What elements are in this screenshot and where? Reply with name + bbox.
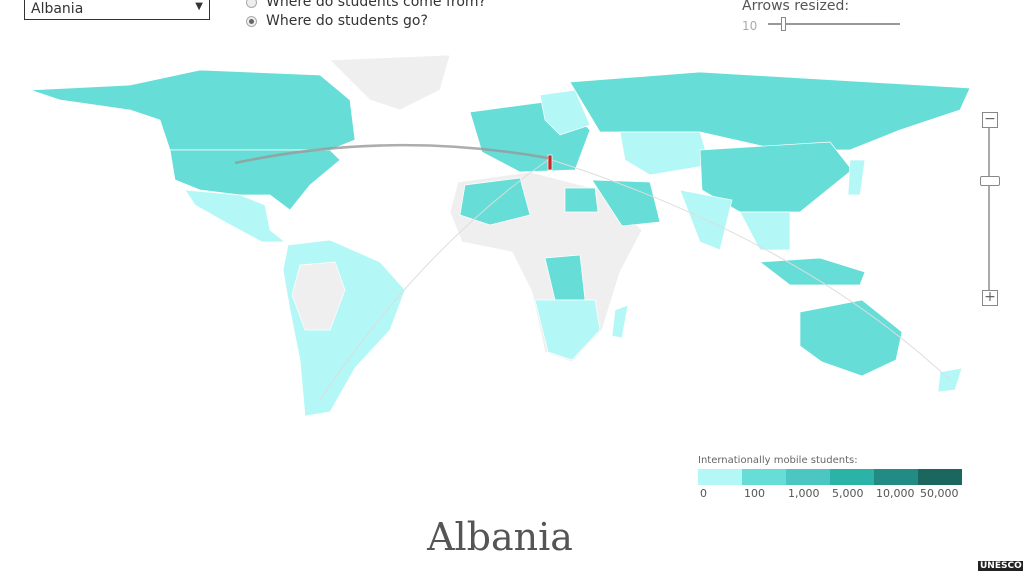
zoom-slider-track[interactable] <box>988 128 990 293</box>
page-title: Albania <box>427 515 573 559</box>
zoom-slider-handle[interactable] <box>980 176 1000 186</box>
flow-arrow-east <box>551 159 951 381</box>
country-select[interactable]: Albania ▼ <box>24 0 210 20</box>
mexico[interactable] <box>184 189 286 243</box>
country-select-value: Albania <box>31 1 84 17</box>
north-africa[interactable] <box>459 177 531 226</box>
zoom-in-button[interactable]: + <box>982 290 998 306</box>
flow-arrow-south <box>319 159 549 401</box>
radio-selected-icon[interactable] <box>246 15 257 27</box>
alaska-canada[interactable] <box>29 69 356 151</box>
arrows-resized-value: 10 <box>742 19 758 33</box>
greenland[interactable] <box>329 54 451 111</box>
legend-label: 100 <box>744 487 765 500</box>
madagascar[interactable] <box>611 304 629 339</box>
usa[interactable] <box>169 149 341 211</box>
legend-label: 0 <box>700 487 707 500</box>
legend-swatch <box>698 469 742 485</box>
legend-label: 10,000 <box>876 487 915 500</box>
central-asia[interactable] <box>619 131 711 176</box>
legend-swatch <box>918 469 962 485</box>
legend-color-bar <box>698 469 962 485</box>
radio-come-from[interactable]: Where do students come from? <box>246 0 486 10</box>
legend-swatch <box>786 469 830 485</box>
europe-light[interactable] <box>539 89 591 136</box>
legend-swatch <box>830 469 874 485</box>
egypt[interactable] <box>564 187 599 213</box>
south-america-no-data[interactable] <box>291 261 346 331</box>
zoom-out-button[interactable]: − <box>982 112 998 128</box>
arrows-resized-label: Arrows resized: <box>742 0 850 14</box>
unesco-logo: UNESCO <box>978 561 1023 571</box>
radio-go[interactable]: Where do students go? <box>246 13 428 29</box>
legend-title: Internationally mobile students: <box>698 455 858 466</box>
legend-swatch <box>742 469 786 485</box>
arrows-slider-handle[interactable] <box>781 17 786 31</box>
legend-label: 50,000 <box>920 487 959 500</box>
radio-icon[interactable] <box>246 0 257 8</box>
radio-come-from-label: Where do students come from? <box>266 0 486 10</box>
albania[interactable] <box>547 154 553 171</box>
legend-label: 1,000 <box>788 487 820 500</box>
legend-label: 5,000 <box>832 487 864 500</box>
indonesia[interactable] <box>759 257 866 286</box>
china[interactable] <box>699 141 853 213</box>
arrows-slider-track[interactable] <box>768 23 900 25</box>
radio-go-label: Where do students go? <box>266 13 428 29</box>
southern-africa[interactable] <box>534 299 601 361</box>
legend-swatch <box>874 469 918 485</box>
southeast-asia[interactable] <box>739 211 791 251</box>
countries <box>29 54 971 417</box>
japan[interactable] <box>847 159 866 196</box>
dropdown-arrow-icon[interactable]: ▼ <box>195 1 203 12</box>
australia[interactable] <box>799 299 903 377</box>
middle-east[interactable] <box>591 179 661 227</box>
flow-arrow-usa <box>234 143 549 165</box>
